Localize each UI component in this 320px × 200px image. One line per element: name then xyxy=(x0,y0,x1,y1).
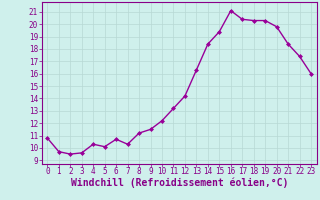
X-axis label: Windchill (Refroidissement éolien,°C): Windchill (Refroidissement éolien,°C) xyxy=(70,178,288,188)
